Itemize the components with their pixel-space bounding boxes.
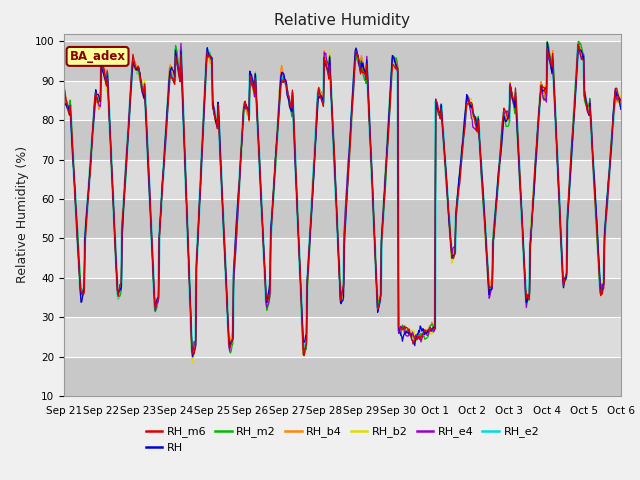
Bar [64,199,621,239]
Bar [64,357,621,396]
Legend: RH_m6, RH, RH_m2, RH_b4, RH_b2, RH_e4, RH_e2: RH_m6, RH, RH_m2, RH_b4, RH_b2, RH_e4, R… [141,422,544,457]
Bar [64,41,621,81]
Bar [64,278,621,317]
Title: Relative Humidity: Relative Humidity [275,13,410,28]
Bar [64,120,621,160]
Text: BA_adex: BA_adex [70,50,125,63]
Y-axis label: Relative Humidity (%): Relative Humidity (%) [16,146,29,283]
